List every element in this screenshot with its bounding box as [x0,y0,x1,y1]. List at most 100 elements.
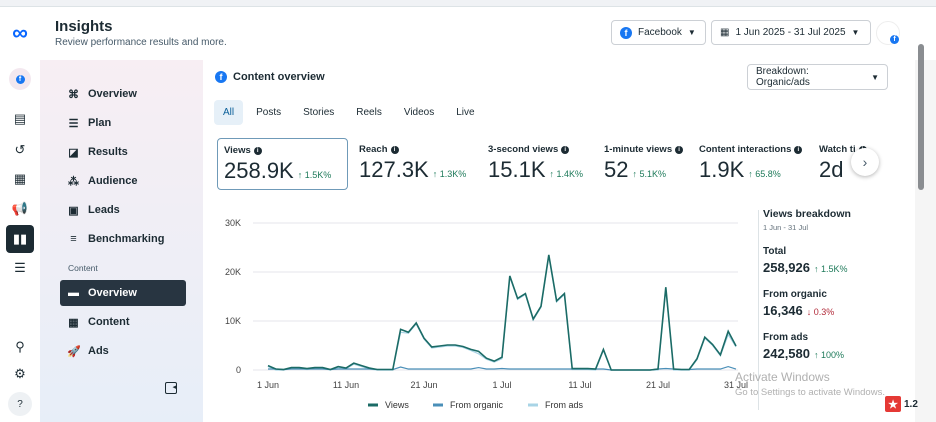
y-tick-label: 20K [225,267,241,277]
sidebar-item-content-overview[interactable]: ▬ Overview [60,280,186,306]
collapse-sidebar-icon[interactable]: ◂ [165,382,177,394]
icon-rail: ∞ f ▤ ↺ ▦ 📢 ▮▮ ☰ ⚲ ⚙ ? [0,8,40,422]
list-icon: ☰ [68,117,79,130]
total-value: 258,926 [763,260,810,275]
date-range-picker[interactable]: ▦ 1 Jun 2025 - 31 Jul 2025 ▼ [711,20,871,45]
tab-all[interactable]: All [214,100,244,125]
tab-reels[interactable]: Reels [356,107,382,118]
breakdown-dropdown[interactable]: Breakdown: Organic/ads ▼ [747,64,888,90]
legend-label: From organic [450,400,504,410]
metric-label: 1-minute views i [604,144,684,155]
megaphone-icon[interactable]: 📢 [11,201,29,216]
chevron-down-icon: ▼ [871,72,879,82]
calendar-icon: ▦ [720,27,730,38]
content-overview-card: f Content overview Breakdown: Organic/ads… [203,60,915,422]
info-icon[interactable]: i [390,145,399,154]
x-tick-label: 11 Jul [568,380,591,390]
metric-delta: ↑ 1.3K% [432,169,467,179]
meta-logo-icon: ∞ [12,20,28,45]
chevron-right-icon[interactable]: › [851,148,879,176]
organic-delta: ↓ 0.3% [806,307,835,317]
info-icon[interactable]: i [561,145,570,154]
y-tick-label: 30K [225,218,241,228]
tab-live[interactable]: Live [456,107,475,118]
metric-views[interactable]: Views i 258.9K ↑ 1.5K% [217,138,348,190]
series-line-views [267,254,737,371]
sidebar-item-content[interactable]: ▦ Content [60,309,186,335]
page-avatar[interactable]: f [876,21,900,45]
insights-icon[interactable]: ▮▮ [6,225,34,253]
header: Insights Review performance results and … [40,8,916,60]
y-tick-label: 0 [236,365,241,375]
gear-icon[interactable]: ⚙ [14,366,26,381]
info-icon[interactable]: i [253,146,262,155]
x-tick-label: 21 Jul [646,380,670,390]
metric-label: Content interactions i [699,144,803,155]
avatar[interactable]: f [9,68,31,90]
breakdown-date: 1 Jun - 31 Jul [763,223,809,232]
organic-value: 16,346 [763,303,803,318]
legend-label: From ads [545,400,584,410]
metric-value: 52 ↑ 5.1K% [604,157,667,182]
posts-icon[interactable]: ▤ [13,111,27,126]
help-icon[interactable]: ? [8,392,32,416]
overview-icon: ⌘ [68,88,79,101]
metric-value: 15.1K ↑ 1.4K% [488,157,584,182]
ads-delta: ↑ 100% [814,350,845,360]
tab-posts[interactable]: Posts [256,107,282,118]
tab-videos[interactable]: Videos [403,107,435,118]
sidebar-item-plan[interactable]: ☰ Plan [60,110,186,136]
metric-delta: ↑ 5.1K% [632,169,667,179]
sidebar-item-overview[interactable]: ⌘ Overview [60,81,186,107]
table-icon: ▦ [68,316,79,329]
tab-stories[interactable]: Stories [303,107,335,118]
metric-content-interactions[interactable]: Content interactions i 1.9K ↑ 65.8% [693,138,808,190]
page-subtitle: Review performance results and more. [55,37,227,48]
facebook-icon: f [215,71,227,83]
sidebar-item-label: Ads [88,345,109,357]
badge-value: 1.2 [904,398,918,410]
x-tick-label: 11 Jun [333,380,359,390]
metric-label: 3-second views i [488,144,583,155]
sidebar-item-label: Audience [88,175,138,187]
rating-badge[interactable]: ★ 1.2 [885,396,918,412]
metric-1-minute-views[interactable]: 1-minute views i 52 ↑ 5.1K% [598,138,689,190]
info-icon[interactable]: i [794,145,803,154]
id-card-icon: ▣ [68,204,79,217]
sidebar-item-results[interactable]: ◪ Results [60,139,186,165]
card-icon: ▬ [68,287,79,299]
breakdown-title: Views breakdown [763,208,851,220]
menu-icon[interactable]: ☰ [14,260,26,275]
total-label: Total [763,246,787,257]
activity-icon[interactable]: ↺ [14,142,26,157]
scrollbar[interactable] [915,44,936,422]
search-icon[interactable]: ⚲ [15,339,25,354]
sidebar-item-audience[interactable]: ⁂ Audience [60,168,186,194]
platform-label: Facebook [638,27,682,38]
scrollbar-thumb[interactable] [918,44,924,190]
metric-reach[interactable]: Reach i 127.3K ↑ 1.3K% [353,138,472,190]
y-tick-label: 10K [225,316,241,326]
sidebar-item-benchmarking[interactable]: ≡ Benchmarking [60,226,186,252]
chevron-down-icon: ▼ [687,28,696,37]
metric-value: 127.3K ↑ 1.3K% [359,157,467,182]
browser-strip [0,0,936,7]
sidebar-item-label: Leads [88,204,120,216]
people-icon: ⁂ [68,175,79,188]
sidebar: ⌘ Overview ☰ Plan ◪ Results ⁂ Audience ▣ Lead… [40,60,203,422]
views-breakdown-panel: Views breakdown 1 Jun - 31 Jul Total 258… [763,208,913,361]
ads-label: From ads [763,332,809,343]
calendar-icon[interactable]: ▦ [13,171,27,186]
section-label: Content [68,263,98,273]
benchmark-icon: ≡ [70,233,77,245]
sidebar-item-ads[interactable]: 🚀 Ads [60,338,186,364]
page-title: Insights [55,18,113,35]
sidebar-item-label: Overview [88,287,137,299]
legend-label: Views [385,400,409,410]
metric-3-second-views[interactable]: 3-second views i 15.1K ↑ 1.4K% [482,138,589,190]
platform-dropdown[interactable]: f Facebook ▼ [611,20,706,45]
info-icon[interactable]: i [675,145,684,154]
x-tick-label: 1 Jun [257,380,279,390]
sidebar-item-label: Benchmarking [88,233,165,245]
sidebar-item-leads[interactable]: ▣ Leads [60,197,186,223]
